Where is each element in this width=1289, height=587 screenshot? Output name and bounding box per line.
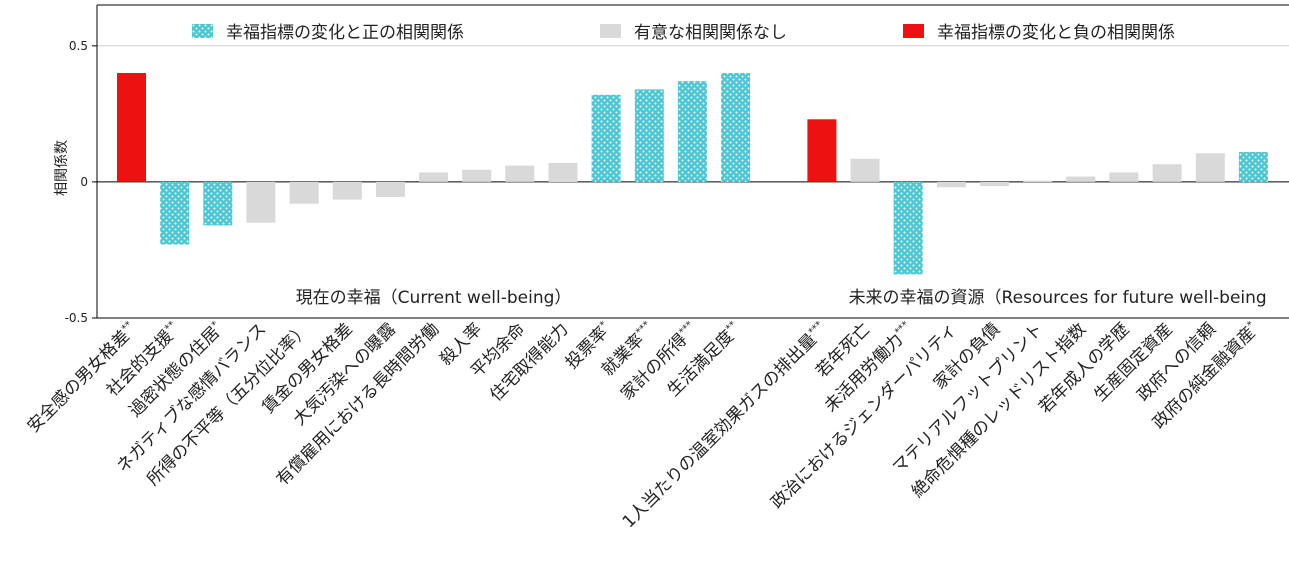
bar-25 — [1238, 152, 1268, 182]
legend-swatch-pos — [192, 24, 213, 38]
bar-21 — [1066, 176, 1096, 182]
bar-2 — [203, 181, 233, 226]
bar-12 — [634, 89, 664, 182]
bar-3 — [246, 181, 276, 223]
bar-6 — [375, 181, 405, 197]
bar-23 — [1152, 164, 1182, 182]
bar-7 — [419, 172, 449, 182]
bar-22 — [1109, 172, 1139, 182]
legend-label-none: 有意な相関関係なし — [634, 23, 787, 43]
bar-15 — [807, 119, 837, 182]
bar-20 — [1023, 180, 1053, 182]
bar-13 — [677, 81, 707, 182]
y-axis: -0.5 0 0.5 — [65, 4, 1289, 325]
bar-8 — [462, 169, 492, 182]
legend-label-neg: 幸福指標の変化と負の相関関係 — [937, 23, 1175, 43]
y-tick-label: -0.5 — [65, 311, 88, 325]
legend-label-pos: 幸福指標の変化と正の相関関係 — [226, 23, 464, 43]
bar-5 — [332, 181, 362, 200]
bar-9 — [505, 165, 535, 182]
bars — [117, 73, 1268, 275]
legend-swatch-neg — [903, 24, 924, 38]
group-label-2: 未来の幸福の資源（Resources for future well-being — [849, 288, 1267, 308]
bar-0 — [117, 73, 146, 182]
bar-24 — [1195, 153, 1225, 182]
bar-17 — [893, 181, 923, 275]
legend-swatch-none — [600, 24, 621, 38]
bar-10 — [548, 162, 578, 182]
bar-16 — [850, 158, 880, 182]
bar-4 — [289, 181, 319, 204]
y-tick-label: 0 — [80, 175, 88, 189]
group-labels: 現在の幸福（Current well-being） 未来の幸福の資源（Resour… — [296, 288, 1267, 308]
bar-18 — [936, 181, 966, 188]
x-tick-labels: 安全感の男女格差**社会的支援**過密状態の住居*ネガティブな感情バランス所得の… — [24, 319, 1263, 532]
y-tick-label: 0.5 — [69, 39, 88, 53]
group-label-1: 現在の幸福（Current well-being） — [296, 288, 572, 308]
bar-19 — [980, 181, 1009, 186]
bar-14 — [721, 73, 751, 182]
bar-11 — [591, 94, 621, 182]
y-axis-label: 相関係数 — [54, 140, 70, 196]
bar-1 — [160, 181, 190, 245]
legend: 幸福指標の変化と正の相関関係 有意な相関関係なし 幸福指標の変化と負の相関関係 — [192, 23, 1175, 43]
